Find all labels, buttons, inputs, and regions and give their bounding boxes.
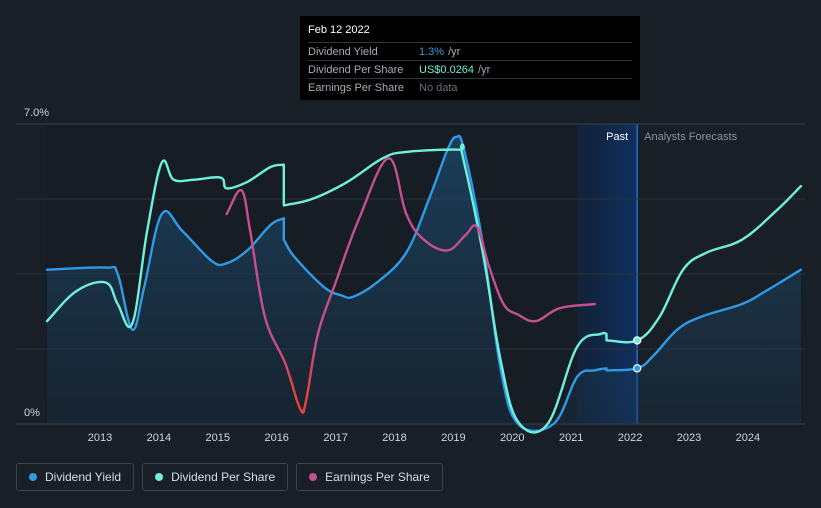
legend-dot bbox=[309, 473, 318, 481]
tooltip-row-dividend-yield: Dividend Yield 1.3% /yr bbox=[308, 42, 632, 60]
x-tick-label: 2018 bbox=[382, 432, 406, 444]
tooltip-date: Feb 12 2022 bbox=[308, 24, 370, 36]
tooltip-label: Earnings Per Share bbox=[308, 81, 404, 94]
x-tick-label: 2021 bbox=[559, 432, 583, 444]
x-tick-label: 2013 bbox=[88, 432, 112, 444]
x-tick-label: 2020 bbox=[500, 432, 524, 444]
chart-legend: Dividend Yield Dividend Per Share Earnin… bbox=[16, 463, 443, 491]
y-tick-label: 7.0% bbox=[24, 107, 49, 119]
x-tick-label: 2017 bbox=[323, 432, 347, 444]
tooltip-suffix: /yr bbox=[448, 45, 461, 58]
legend-label: Earnings Per Share bbox=[325, 470, 430, 484]
legend-dot bbox=[155, 473, 164, 481]
x-tick-label: 2024 bbox=[736, 432, 760, 444]
x-tick-label: 2015 bbox=[206, 432, 230, 444]
dividend-per-share-marker bbox=[632, 336, 642, 345]
earnings-per-share-line bbox=[225, 157, 596, 414]
tooltip-row-dividend-per-share: Dividend Per Share US$0.0264 /yr bbox=[308, 60, 632, 78]
tooltip-suffix: /yr bbox=[478, 63, 491, 76]
tooltip-row-earnings-per-share: Earnings Per Share No data bbox=[308, 78, 632, 96]
past-label: Past bbox=[606, 131, 628, 143]
tooltip-value: 1.3% bbox=[419, 45, 445, 58]
chart-tooltip: Feb 12 2022 Dividend Yield 1.3% /yr Divi… bbox=[300, 16, 640, 100]
tooltip-value: US$0.0264 bbox=[419, 63, 475, 76]
dividend-per-share-line bbox=[45, 143, 803, 434]
dividend-yield-area bbox=[47, 135, 801, 431]
tooltip-label: Dividend Yield bbox=[308, 45, 378, 58]
legend-dot bbox=[29, 473, 37, 481]
x-tick-label: 2023 bbox=[677, 432, 701, 444]
x-tick-label: 2014 bbox=[147, 432, 171, 444]
tooltip-label: Dividend Per Share bbox=[308, 63, 404, 76]
forecast-label: Analysts Forecasts bbox=[644, 131, 737, 143]
legend-item-dividend-yield[interactable]: Dividend Yield bbox=[16, 463, 135, 491]
legend-item-dividend-per-share[interactable]: Dividend Per Share bbox=[142, 463, 289, 491]
dividend-yield-marker bbox=[632, 364, 642, 373]
x-tick-label: 2016 bbox=[264, 432, 288, 444]
x-tick-label: 2019 bbox=[441, 432, 465, 444]
y-tick-label: 0% bbox=[24, 407, 40, 419]
legend-label: Dividend Per Share bbox=[171, 470, 276, 484]
legend-item-earnings-per-share[interactable]: Earnings Per Share bbox=[296, 463, 443, 491]
legend-label: Dividend Yield bbox=[45, 470, 122, 484]
x-tick-label: 2022 bbox=[618, 432, 642, 444]
tooltip-value: No data bbox=[419, 81, 458, 94]
